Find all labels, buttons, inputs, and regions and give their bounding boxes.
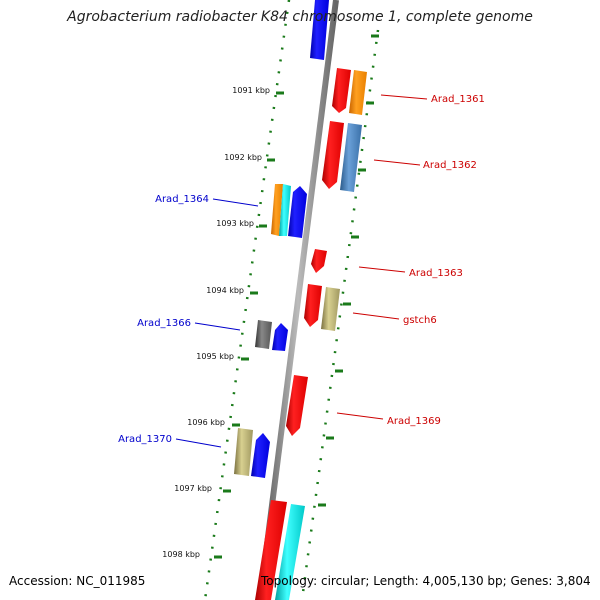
gene-label-forward[interactable]: Arad_1363 <box>409 268 463 279</box>
kbp-label: 1096 kbp <box>187 418 225 427</box>
gene-arad-1366-gray[interactable] <box>255 320 272 349</box>
gene-arad-1361[interactable] <box>332 68 351 113</box>
gene-label-forward[interactable]: Arad_1362 <box>423 160 477 171</box>
topology-text: Topology: circular; Length: 4,005,130 bp… <box>261 574 591 588</box>
gene-bottom-cyan[interactable] <box>275 504 305 600</box>
kbp-label: 1095 kbp <box>196 352 234 361</box>
forward-leader-lines <box>336 94 428 420</box>
kbp-tick-marks <box>214 91 284 559</box>
gene-arad-1369[interactable] <box>286 375 308 436</box>
chromosome-backbone <box>257 0 339 600</box>
gene-arad-1362-steel[interactable] <box>340 123 362 192</box>
kbp-label: 1091 kbp <box>232 86 270 95</box>
gene-arad-1370-khaki[interactable] <box>234 428 253 476</box>
kbp-label: 1098 kbp <box>162 550 200 559</box>
kbp-label: 1094 kbp <box>206 286 244 295</box>
accession-text: Accession: NC_011985 <box>9 574 146 588</box>
gene-label-forward[interactable]: Arad_1361 <box>431 94 485 105</box>
gene-label-reverse[interactable]: Arad_1366 <box>137 318 191 329</box>
gene-arad-1364[interactable] <box>288 186 307 238</box>
gene-arad-1364-cyan[interactable] <box>279 184 291 236</box>
gene-arad-1363[interactable] <box>311 249 327 273</box>
gene-label-reverse[interactable]: Arad_1370 <box>118 434 172 445</box>
gene-bottom-red[interactable] <box>255 500 287 600</box>
gene-label-forward[interactable]: Arad_1369 <box>387 416 441 427</box>
gene-arad-1361-orange[interactable] <box>349 70 367 115</box>
gene-arad-1366[interactable] <box>272 323 288 351</box>
genome-title: Agrobacterium radiobacter K84 chromosome… <box>67 9 533 25</box>
gene-gstch6-red[interactable] <box>304 284 322 327</box>
reverse-leader-lines <box>175 198 259 448</box>
kbp-label: 1097 kbp <box>174 484 212 493</box>
kbp-label: 1093 kbp <box>216 219 254 228</box>
gene-arad-1370[interactable] <box>251 433 270 478</box>
left-tick-rail <box>203 0 291 600</box>
gene-top-blue[interactable] <box>310 0 329 60</box>
right-rail-marks <box>318 34 379 507</box>
kbp-label: 1092 kbp <box>224 153 262 162</box>
gene-arad-1362[interactable] <box>322 121 344 189</box>
gene-label-reverse[interactable]: Arad_1364 <box>155 194 209 205</box>
gene-label-forward[interactable]: gstch6 <box>403 315 437 326</box>
gene-gstch6[interactable] <box>321 287 340 331</box>
